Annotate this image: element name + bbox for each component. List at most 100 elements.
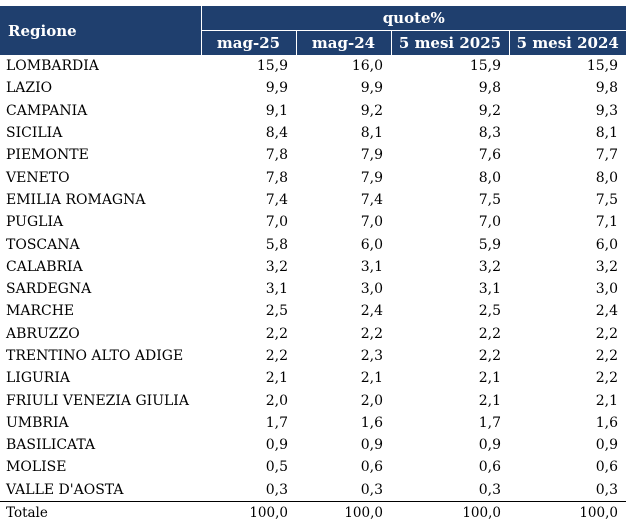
share-value: 0,6 <box>595 459 618 476</box>
table-row: UMBRIA 1,7 1,6 1,7 1,6 <box>0 412 626 434</box>
share-value: 2,2 <box>595 348 618 364</box>
table-row: CAMPANIA 9,1 9,2 9,2 9,3 <box>0 100 626 122</box>
table-row: SARDEGNA 3,1 3,0 3,1 3,0 <box>0 278 626 300</box>
share-value: 8,1 <box>360 125 383 142</box>
table-row: VALLE D'AOSTA 0,3 0,3 0,3 0,3 <box>0 479 626 502</box>
share-value: 7,0 <box>478 214 501 231</box>
share-value: 7,9 <box>360 169 383 186</box>
share-value: 2,5 <box>265 303 288 320</box>
share-value: 1,7 <box>478 414 501 431</box>
region-name: CALABRIA <box>6 258 83 275</box>
share-value: 2,1 <box>478 392 501 409</box>
share-value: 9,8 <box>478 80 501 97</box>
region-name: PIEMONTE <box>6 147 89 164</box>
share-value: 8,0 <box>478 169 501 186</box>
region-name: LAZIO <box>6 80 53 97</box>
table-row: LAZIO 9,9 9,9 9,8 9,8 <box>0 77 626 99</box>
share-value: 0,6 <box>478 459 501 476</box>
share-value: 6,0 <box>360 236 383 253</box>
region-name: BASILICATA <box>6 437 96 454</box>
region-name: TOSCANA <box>6 236 80 253</box>
table-row: LIGURIA 2,1 2,1 2,1 2,2 <box>0 367 626 389</box>
region-name: VENETO <box>6 169 70 186</box>
share-value: 7,1 <box>595 214 618 231</box>
share-value: 100,0 <box>296 500 391 524</box>
region-name: ABRUZZO <box>6 325 80 342</box>
column-header-5-mesi-2024: 5 mesi 2024 <box>508 30 626 55</box>
region-name: PUGLIA <box>6 214 64 231</box>
share-value: 15,9 <box>256 58 288 75</box>
share-value: 2,2 <box>360 325 383 342</box>
share-value: 1,6 <box>595 414 618 431</box>
share-value: 7,4 <box>360 191 383 208</box>
region-name: MARCHE <box>6 303 75 320</box>
share-value: 8,1 <box>595 125 618 142</box>
share-value: 2,0 <box>265 392 288 409</box>
share-value: 1,6 <box>360 414 383 431</box>
share-value: 100,0 <box>201 500 296 524</box>
table-row: CALABRIA 3,2 3,1 3,2 3,2 <box>0 256 626 278</box>
share-value: 8,0 <box>595 169 618 186</box>
share-value: 2,2 <box>265 325 288 342</box>
share-value: 2,3 <box>360 348 383 364</box>
table-row: TOSCANA 5,8 6,0 5,9 6,0 <box>0 233 626 255</box>
share-value: 0,3 <box>360 481 383 498</box>
table-row: LOMBARDIA 15,9 16,0 15,9 15,9 <box>0 55 626 77</box>
table-row: ABRUZZO 2,2 2,2 2,2 2,2 <box>0 323 626 345</box>
share-value: 0,9 <box>478 437 501 454</box>
share-value: 3,1 <box>265 281 288 298</box>
share-value: 0,9 <box>595 437 618 454</box>
share-value: 9,3 <box>595 102 618 119</box>
share-value: 2,1 <box>595 392 618 409</box>
table-row: SICILIA 8,4 8,1 8,3 8,1 <box>0 122 626 144</box>
region-column-header: Regione <box>0 6 201 55</box>
region-name: LIGURIA <box>6 370 70 387</box>
share-value: 7,9 <box>360 147 383 164</box>
region-name: EMILIA ROMAGNA <box>6 191 146 208</box>
share-value: 2,4 <box>595 303 618 320</box>
share-value: 9,2 <box>360 102 383 119</box>
share-value: 0,3 <box>265 481 288 498</box>
share-value: 2,1 <box>360 370 383 387</box>
table-row: PIEMONTE 7,8 7,9 7,6 7,7 <box>0 144 626 166</box>
region-name: FRIULI VENEZIA GIULIA <box>6 392 189 409</box>
share-value: 7,6 <box>478 147 501 164</box>
share-value: 2,2 <box>265 348 288 364</box>
share-value: 9,2 <box>478 102 501 119</box>
share-value: 7,8 <box>265 169 288 186</box>
share-value: 0,5 <box>265 459 288 476</box>
share-value: 7,5 <box>478 191 501 208</box>
share-value: 0,3 <box>478 481 501 498</box>
share-value: 15,9 <box>469 58 501 75</box>
share-value: 100,0 <box>509 500 626 524</box>
share-value: 3,2 <box>595 258 618 275</box>
share-value: 2,2 <box>595 370 618 387</box>
share-value: 2,5 <box>478 303 501 320</box>
share-value: 7,5 <box>595 191 618 208</box>
share-value: 2,0 <box>360 392 383 409</box>
share-value: 8,4 <box>265 125 288 142</box>
region-name: SICILIA <box>6 125 63 142</box>
share-value: 0,9 <box>360 437 383 454</box>
regional-share-table: Regione quote% mag-25 mag-24 5 mesi 2025… <box>0 6 626 524</box>
share-value: 5,9 <box>478 236 501 253</box>
region-name: TRENTINO ALTO ADIGE <box>6 348 184 364</box>
share-value: 0,6 <box>360 459 383 476</box>
region-name: MOLISE <box>6 459 67 476</box>
share-value: 3,0 <box>360 281 383 298</box>
share-value: 3,2 <box>478 258 501 275</box>
table-row: FRIULI VENEZIA GIULIA 2,0 2,0 2,1 2,1 <box>0 389 626 411</box>
table-row: MOLISE 0,5 0,6 0,6 0,6 <box>0 456 626 478</box>
share-value: 0,3 <box>595 481 618 498</box>
quote-group-header: quote% <box>200 6 626 31</box>
share-value: 2,1 <box>265 370 288 387</box>
regional-share-table-container: Regione quote% mag-25 mag-24 5 mesi 2025… <box>0 6 626 524</box>
column-header-mag-25: mag-25 <box>200 30 296 55</box>
table-row: BASILICATA 0,9 0,9 0,9 0,9 <box>0 434 626 456</box>
share-value: 9,1 <box>265 102 288 119</box>
share-value: 1,7 <box>265 414 288 431</box>
share-value: 16,0 <box>351 58 383 75</box>
share-value: 2,4 <box>360 303 383 320</box>
share-value: 3,1 <box>360 258 383 275</box>
region-name: LOMBARDIA <box>6 58 99 75</box>
